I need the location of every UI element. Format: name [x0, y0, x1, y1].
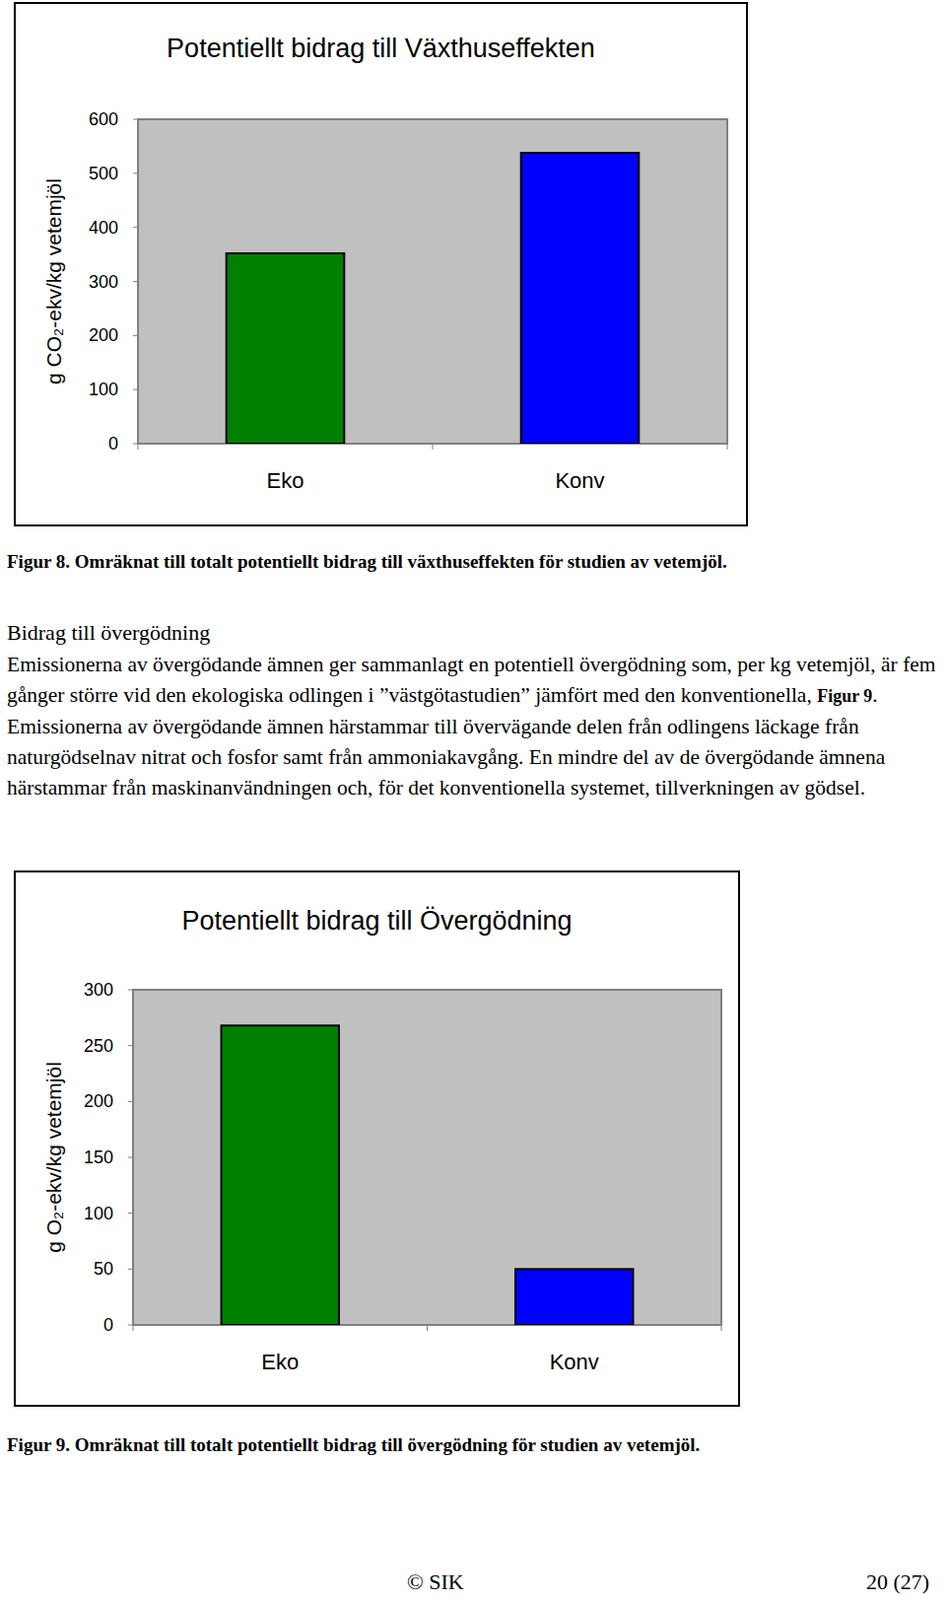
y-tick — [128, 1044, 134, 1046]
y-tick-label: 100 — [83, 1203, 114, 1223]
x-tick — [432, 443, 434, 450]
bars — [226, 152, 640, 444]
y-tick — [133, 280, 138, 282]
page-number: 20 (27) — [866, 1568, 930, 1595]
chart-title: Potentiellt bidrag till Övergödning — [181, 905, 572, 936]
chart: Potentiellt bidrag till Övergödning g O₂-… — [14, 871, 740, 1406]
y-axis-label: g O₂-ekv/kg vetemjöl — [42, 1061, 66, 1253]
y-tick — [128, 1100, 134, 1102]
bars — [221, 1024, 634, 1325]
y-tick — [128, 1156, 134, 1158]
x-tick-label: Konv — [549, 1349, 600, 1374]
figure-caption: Figur 8. Omräknat till totalt potentiell… — [6, 550, 728, 573]
y-tick-label: 600 — [88, 109, 119, 130]
paragraph-text: Emissionerna av övergödande ämnen ger sa… — [6, 652, 937, 707]
figure-reference: Figur 9 — [816, 685, 873, 706]
y-tick — [133, 335, 138, 337]
y-tick-label: 0 — [108, 433, 119, 454]
bar — [226, 253, 345, 444]
footer-left: © SIK — [406, 1568, 465, 1595]
figure-caption: Figur 9. Omräknat till totalt potentiell… — [6, 1433, 700, 1456]
chart: Potentiellt bidrag till Växthuseffekten g… — [14, 2, 747, 526]
y-tick-label: 150 — [83, 1147, 114, 1167]
y-tick-label: 50 — [93, 1258, 114, 1279]
y-tick-label: 100 — [88, 379, 119, 400]
y-tick — [128, 1212, 134, 1214]
y-tick-label: 200 — [83, 1090, 114, 1111]
chart-title: Potentiellt bidrag till Växthuseffekten — [166, 33, 596, 64]
y-tick — [128, 1324, 134, 1326]
y-tick-label: 200 — [88, 325, 119, 345]
bar — [521, 152, 640, 444]
y-tick — [133, 119, 138, 121]
x-tick — [721, 1324, 723, 1331]
x-tick — [426, 1324, 428, 1331]
y-tick-label: 0 — [103, 1314, 114, 1335]
plot-area — [133, 989, 722, 1325]
section-heading: Bidrag till övergödning — [6, 618, 210, 647]
x-tick-label: Konv — [554, 468, 605, 493]
y-tick-label: 400 — [88, 217, 119, 238]
page-charts: Potentiellt bidrag till Växthuseffekten g… — [0, 0, 946, 1600]
y-tick-label: 500 — [88, 163, 119, 184]
y-tick-label: 250 — [83, 1035, 114, 1056]
y-tick — [133, 443, 138, 445]
x-tick-label: Eko — [261, 1349, 299, 1374]
y-tick — [133, 226, 138, 228]
y-tick — [133, 172, 138, 174]
bar — [221, 1024, 339, 1325]
chart-frame — [14, 2, 747, 526]
y-tick-label: 300 — [83, 979, 114, 1000]
x-tick-label: Eko — [267, 468, 305, 493]
chart-frame — [14, 871, 740, 1406]
y-axis-label: g CO₂-ekv/kg vetemjöl — [42, 178, 66, 385]
plot-area — [137, 119, 728, 444]
paragraph: Emissionerna av övergödande ämnen ger sa… — [6, 649, 946, 804]
y-tick-label: 300 — [88, 271, 119, 292]
y-tick — [128, 989, 134, 991]
y-tick — [133, 389, 138, 391]
y-tick — [128, 1268, 134, 1270]
x-tick — [133, 1324, 135, 1331]
x-tick — [727, 443, 729, 450]
bar — [515, 1268, 633, 1325]
x-tick — [137, 443, 139, 450]
